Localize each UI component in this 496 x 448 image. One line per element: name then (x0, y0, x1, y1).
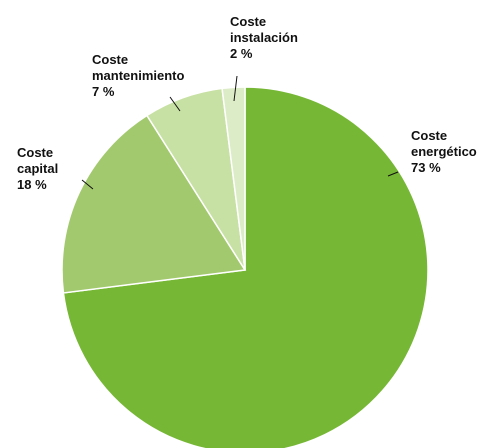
leader-line-coste-instalacion (233, 75, 238, 102)
slice-label-coste-instalacion: Coste instalación 2 % (230, 14, 298, 61)
pie-slices (61, 86, 429, 448)
slice-label-line: 18 % (17, 177, 47, 192)
slice-label-line: 7 % (92, 84, 115, 99)
slice-label-line: capital (17, 161, 58, 176)
slice-label-line: instalación (230, 30, 298, 45)
slice-label-line: mantenimiento (92, 68, 185, 83)
leader-line-coste-capital (81, 179, 94, 190)
slice-label-coste-energetico: Coste energético 73 % (411, 128, 477, 175)
leader-line-coste-energetico (387, 171, 399, 177)
pie-slice-coste-capital (61, 114, 247, 294)
slice-label-coste-capital: Coste capital 18 % (17, 145, 58, 192)
slice-labels: Coste energético 73 %Coste capital 18 %Coste… (17, 14, 477, 192)
leader-lines (81, 75, 399, 190)
slice-label-line: Coste (92, 52, 128, 67)
pie-slice-coste-instalacion (221, 86, 246, 271)
leader-line-coste-mantenimiento (169, 96, 181, 112)
slice-label-line: Coste (230, 14, 266, 29)
slice-label-line: Coste (17, 145, 53, 160)
slice-label-line: 73 % (411, 160, 441, 175)
slice-label-line: 2 % (230, 46, 253, 61)
slice-label-line: Coste (411, 128, 447, 143)
slice-label-coste-mantenimiento: Coste mantenimiento 7 % (92, 52, 185, 99)
slice-label-line: energético (411, 144, 477, 159)
